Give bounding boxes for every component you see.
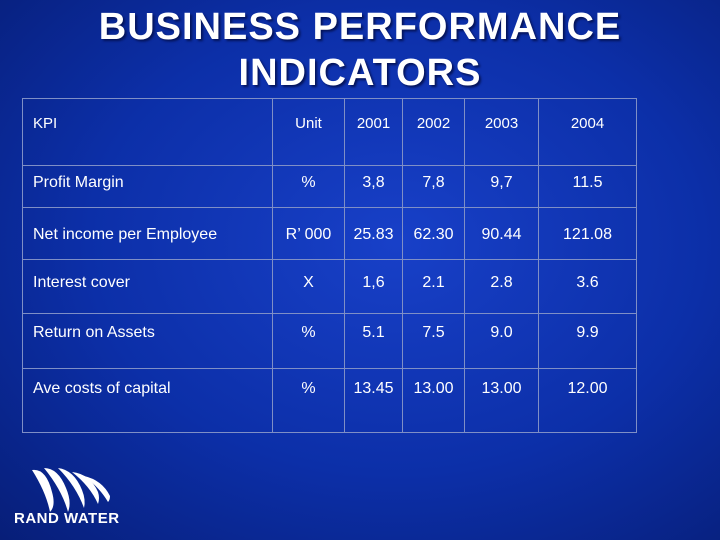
kpi-name: Ave costs of capital — [22, 368, 273, 433]
kpi-value: 25.83 — [344, 207, 403, 260]
kpi-value: 3,8 — [344, 165, 403, 208]
brand-name: RAND WATER — [14, 510, 120, 527]
kpi-unit: X — [272, 259, 345, 314]
kpi-value: 7,8 — [402, 165, 465, 208]
kpi-value: 62.30 — [402, 207, 465, 260]
kpi-unit: R’ 000 — [272, 207, 345, 260]
kpi-name: Interest cover — [22, 259, 273, 314]
kpi-value: 13.00 — [402, 368, 465, 433]
table-row: Profit Margin % 3,8 7,8 9,7 11.5 — [22, 165, 637, 208]
table-row: Interest cover X 1,6 2.1 2.8 3.6 — [22, 259, 637, 314]
kpi-value: 1,6 — [344, 259, 403, 314]
table-row: Return on Assets % 5.1 7.5 9.0 9.9 — [22, 313, 637, 369]
slide-title-line-1: BUSINESS PERFORMANCE — [98, 6, 622, 48]
kpi-value: 11.5 — [538, 165, 637, 208]
header-kpi: KPI — [22, 98, 273, 166]
kpi-value: 9,7 — [464, 165, 539, 208]
slide-title-line-2: INDICATORS — [238, 52, 482, 94]
header-year: 2004 — [538, 98, 637, 166]
kpi-value: 5.1 — [344, 313, 403, 369]
kpi-value: 12.00 — [538, 368, 637, 433]
header-year: 2002 — [402, 98, 465, 166]
kpi-name: Return on Assets — [22, 313, 273, 369]
kpi-value: 2.8 — [464, 259, 539, 314]
table-header-row: KPI Unit 2001 2002 2003 2004 — [22, 98, 637, 166]
kpi-value: 90.44 — [464, 207, 539, 260]
header-year: 2003 — [464, 98, 539, 166]
kpi-value: 9.9 — [538, 313, 637, 369]
header-unit: Unit — [272, 98, 345, 166]
kpi-unit: % — [272, 368, 345, 433]
kpi-value: 13.00 — [464, 368, 539, 433]
table-row: Ave costs of capital % 13.45 13.00 13.00… — [22, 368, 637, 433]
kpi-value: 2.1 — [402, 259, 465, 314]
kpi-value: 121.08 — [538, 207, 637, 260]
kpi-value: 7.5 — [402, 313, 465, 369]
kpi-name: Profit Margin — [22, 165, 273, 208]
kpi-value: 3.6 — [538, 259, 637, 314]
kpi-name: Net income per Employee — [22, 207, 273, 260]
kpi-table: KPI Unit 2001 2002 2003 2004 Profit Marg… — [22, 98, 637, 433]
kpi-value: 13.45 — [344, 368, 403, 433]
kpi-value: 9.0 — [464, 313, 539, 369]
header-year: 2001 — [344, 98, 403, 166]
kpi-unit: % — [272, 313, 345, 369]
rand-water-wave-logo-icon — [32, 468, 110, 512]
kpi-unit: % — [272, 165, 345, 208]
slide-title: BUSINESS PERFORMANCE INDICATORS — [0, 4, 720, 96]
table-row: Net income per Employee R’ 000 25.83 62.… — [22, 207, 637, 260]
